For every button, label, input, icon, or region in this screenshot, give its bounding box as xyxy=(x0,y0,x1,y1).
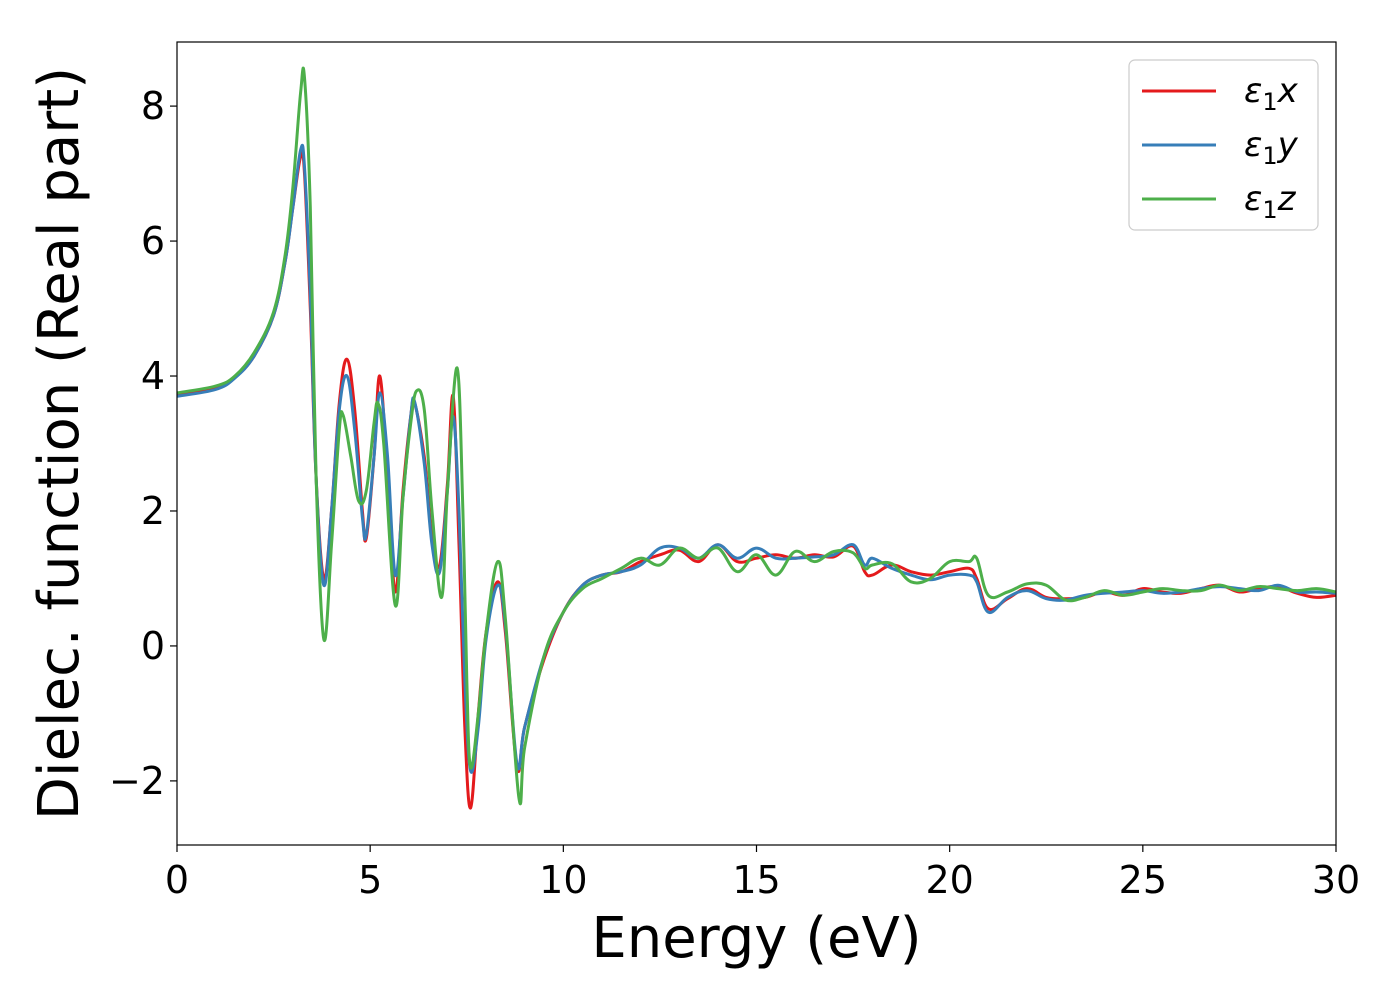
x-tick-label: 25 xyxy=(1119,858,1167,902)
x-tick-label: 5 xyxy=(358,858,382,902)
x-axis-title: Energy (eV) xyxy=(591,906,921,971)
y-axis-title: Dielec. function (Real part) xyxy=(27,67,92,820)
y-tick-label: 4 xyxy=(141,354,165,398)
y-tick-label: 8 xyxy=(141,84,165,128)
legend: ε1x ε1y ε1z xyxy=(1128,59,1319,231)
x-tick-label: 30 xyxy=(1312,858,1360,902)
x-tick-label: 20 xyxy=(925,858,973,902)
legend-box xyxy=(1128,59,1319,231)
series-line-3 xyxy=(177,66,1336,806)
legend-label: ε1z xyxy=(1244,179,1297,224)
x-tick-label: 10 xyxy=(539,858,587,902)
series-line-2 xyxy=(177,143,1336,774)
series-line-1 xyxy=(177,150,1336,810)
legend-label: ε1y xyxy=(1244,125,1299,170)
x-tick-label: 15 xyxy=(732,858,780,902)
legend-label: ε1x xyxy=(1244,71,1299,116)
x-tick-label: 0 xyxy=(165,858,189,902)
y-tick-label: −2 xyxy=(109,759,165,803)
y-tick-label: 2 xyxy=(141,489,165,533)
plot-layer xyxy=(177,66,1336,810)
y-tick-label: 6 xyxy=(141,219,165,263)
tick-layer: 0 5 10 15 20 25 30 −2 0 2 4 6 8 xyxy=(109,84,1360,902)
y-tick-label: 0 xyxy=(141,624,165,668)
